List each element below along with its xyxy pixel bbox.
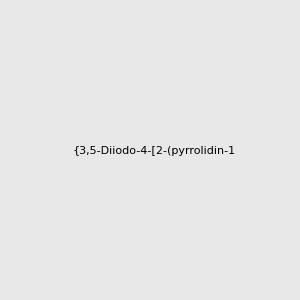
Text: {3,5-Diiodo-4-[2-(pyrrolidin-1: {3,5-Diiodo-4-[2-(pyrrolidin-1 xyxy=(72,146,235,157)
